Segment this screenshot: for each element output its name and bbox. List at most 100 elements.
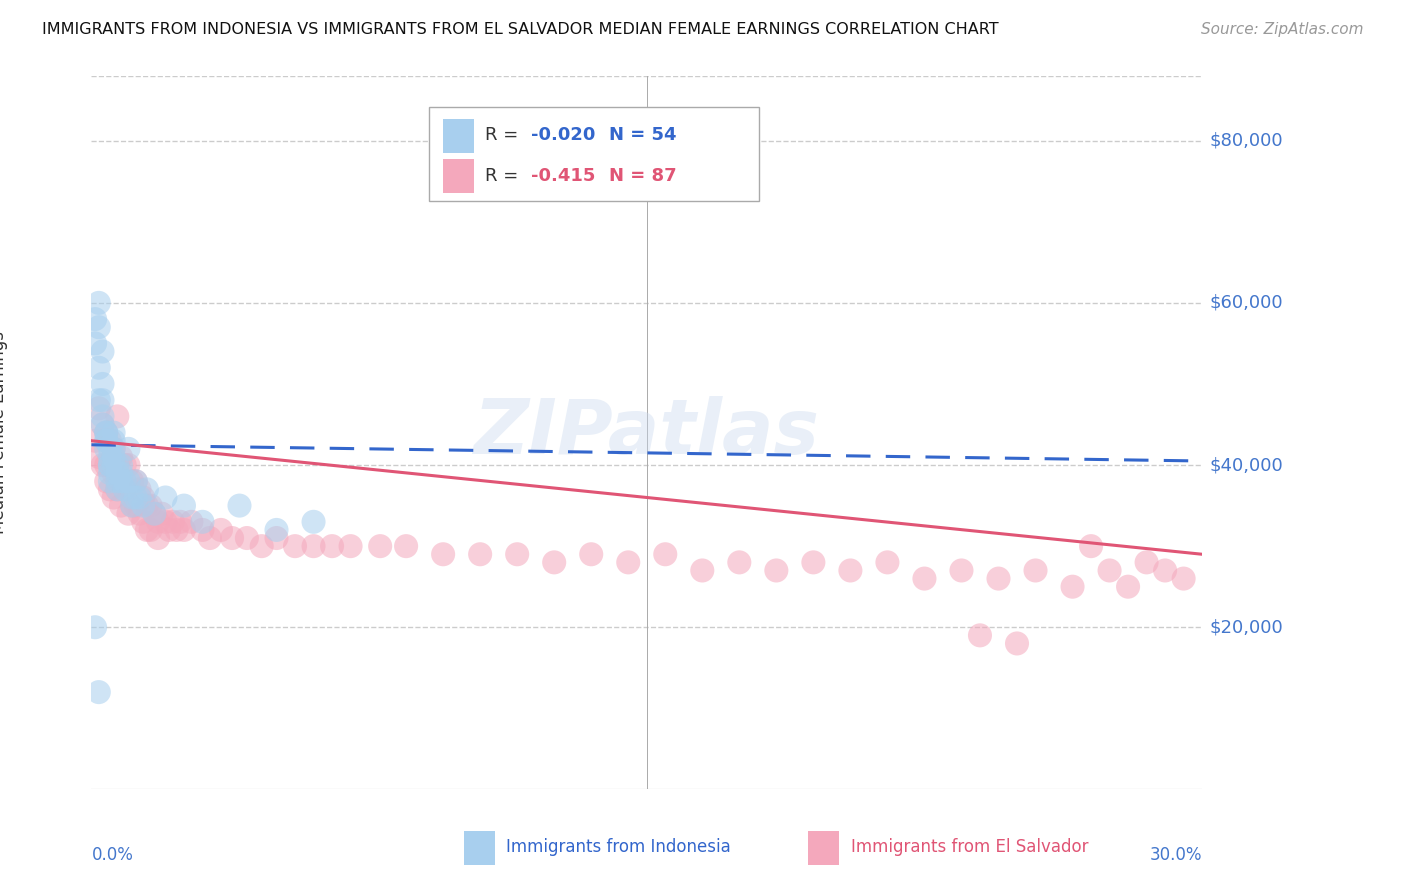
Text: Immigrants from El Salvador: Immigrants from El Salvador <box>851 838 1088 856</box>
Point <box>110 450 132 464</box>
Point <box>432 547 454 561</box>
Point <box>209 523 232 537</box>
Point <box>765 564 787 578</box>
Point <box>146 515 169 529</box>
Point <box>121 491 143 505</box>
Point <box>91 376 114 391</box>
Point <box>98 458 121 472</box>
Point <box>155 515 177 529</box>
Point <box>96 434 118 448</box>
Point <box>91 458 114 472</box>
Point <box>87 401 110 416</box>
Point <box>579 547 602 561</box>
Point <box>91 417 114 432</box>
Point <box>114 475 136 489</box>
Point <box>117 458 139 472</box>
Point <box>84 620 107 634</box>
Point <box>98 434 121 448</box>
Point <box>114 483 136 497</box>
Point <box>801 555 824 569</box>
Point <box>87 320 110 334</box>
Point <box>114 483 136 497</box>
Point <box>125 475 148 489</box>
Text: $80,000: $80,000 <box>1209 132 1284 150</box>
Point <box>155 491 177 505</box>
Point <box>103 450 125 464</box>
Point <box>105 458 128 472</box>
Point <box>91 409 114 424</box>
Point <box>96 434 118 448</box>
Point <box>180 515 202 529</box>
Text: ZIPatlas: ZIPatlas <box>474 396 820 469</box>
Point <box>139 499 162 513</box>
Text: $20,000: $20,000 <box>1209 618 1284 636</box>
Point <box>690 564 713 578</box>
Point <box>143 507 166 521</box>
Point <box>105 483 128 497</box>
Point <box>157 523 180 537</box>
Point <box>617 555 640 569</box>
Point <box>103 458 125 472</box>
Point <box>987 572 1010 586</box>
Point <box>128 507 150 521</box>
Point <box>132 515 155 529</box>
Point <box>87 450 110 464</box>
Text: N = 54: N = 54 <box>609 127 676 145</box>
Point <box>266 531 288 545</box>
Point <box>321 539 343 553</box>
Point <box>150 507 173 521</box>
Point <box>728 555 751 569</box>
Point <box>543 555 565 569</box>
Point <box>110 475 132 489</box>
Point <box>84 312 107 326</box>
Point <box>1154 564 1177 578</box>
Text: 0.0%: 0.0% <box>91 847 134 864</box>
Point <box>110 466 132 480</box>
Text: Immigrants from Indonesia: Immigrants from Indonesia <box>506 838 731 856</box>
Point <box>302 515 325 529</box>
Text: -0.415: -0.415 <box>531 167 596 185</box>
Text: IMMIGRANTS FROM INDONESIA VS IMMIGRANTS FROM EL SALVADOR MEDIAN FEMALE EARNINGS : IMMIGRANTS FROM INDONESIA VS IMMIGRANTS … <box>42 22 998 37</box>
Point <box>91 393 114 408</box>
Point <box>339 539 361 553</box>
Point <box>173 499 195 513</box>
Point <box>103 466 125 480</box>
Point <box>302 539 325 553</box>
Point <box>98 483 121 497</box>
Point <box>191 515 214 529</box>
Point <box>654 547 676 561</box>
Point <box>132 491 155 505</box>
Point <box>84 434 107 448</box>
Point <box>117 507 139 521</box>
Point <box>1098 564 1121 578</box>
Point <box>103 425 125 440</box>
Point <box>105 483 128 497</box>
Point <box>84 336 107 351</box>
Point <box>87 393 110 408</box>
Point <box>236 531 259 545</box>
Point <box>128 483 150 497</box>
Point <box>135 483 157 497</box>
Point <box>96 425 118 440</box>
Point <box>1062 580 1084 594</box>
Point <box>191 523 214 537</box>
Point <box>125 499 148 513</box>
Point <box>87 685 110 699</box>
Point <box>166 523 188 537</box>
Point <box>98 466 121 480</box>
Point <box>96 425 118 440</box>
Point <box>117 442 139 456</box>
Point <box>98 458 121 472</box>
Point <box>221 531 243 545</box>
Point <box>266 523 288 537</box>
Point <box>135 523 157 537</box>
Text: $60,000: $60,000 <box>1209 293 1284 312</box>
Point <box>110 458 132 472</box>
Point <box>169 515 191 529</box>
Point <box>103 491 125 505</box>
Point <box>98 442 121 456</box>
Text: -0.020: -0.020 <box>531 127 596 145</box>
Point <box>284 539 307 553</box>
Point <box>117 483 139 497</box>
Point <box>198 531 221 545</box>
